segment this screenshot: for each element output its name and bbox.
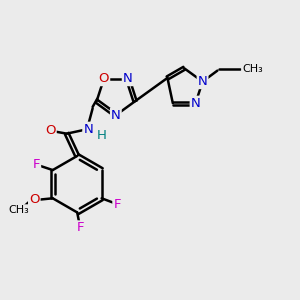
Text: N: N — [191, 97, 200, 110]
Text: F: F — [33, 158, 40, 171]
Text: N: N — [198, 75, 207, 88]
Text: O: O — [29, 193, 40, 206]
Text: CH₃: CH₃ — [8, 205, 29, 215]
Text: O: O — [45, 124, 56, 137]
Text: O: O — [99, 72, 109, 85]
Text: N: N — [123, 72, 133, 85]
Text: F: F — [76, 221, 84, 234]
Text: N: N — [83, 123, 93, 136]
Text: F: F — [113, 198, 121, 211]
Text: CH₃: CH₃ — [242, 64, 263, 74]
Text: N: N — [111, 109, 121, 122]
Text: H: H — [97, 129, 106, 142]
